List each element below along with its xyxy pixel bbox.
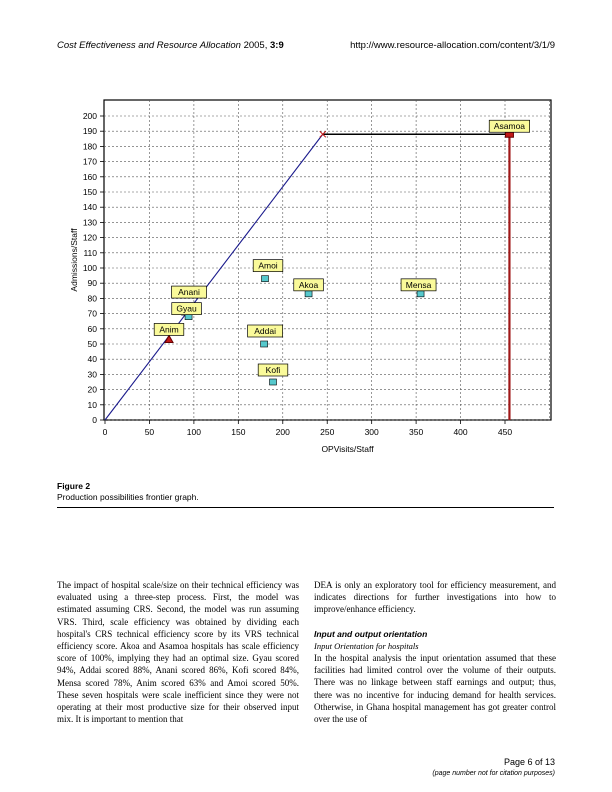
y-tick-label: 160: [83, 172, 97, 182]
data-point-label-box: [257, 363, 289, 377]
y-tick-label: 90: [88, 278, 98, 288]
y-tick-label: 30: [88, 369, 98, 379]
x-tick-label: 100: [187, 427, 201, 437]
page-number-note: (page number not for citation purposes): [432, 770, 555, 777]
data-point-label: Akoa: [299, 280, 319, 290]
x-tick-label: 400: [453, 427, 467, 437]
x-tick-label: 250: [320, 427, 334, 437]
y-tick-label: 120: [83, 233, 97, 243]
y-tick-label: 100: [83, 263, 97, 273]
x-tick-label: 0: [103, 427, 108, 437]
y-tick-label: 80: [88, 293, 98, 303]
data-point-label-box: [252, 259, 284, 272]
data-point-marker: [269, 378, 277, 386]
page-number: Page 6 of 13: [503, 757, 555, 767]
data-point-label: Amoi: [258, 261, 277, 271]
data-point-label: Gyau: [176, 304, 197, 314]
y-tick-label: 130: [83, 217, 97, 227]
y-tick-label: 20: [88, 385, 98, 395]
journal-name: Cost Effectiveness and Resource Allocati…: [57, 40, 241, 51]
data-point-label-box: [171, 302, 202, 315]
right-column: DEA is only an exploratory tool for effi…: [314, 579, 556, 725]
x-tick-label: 50: [145, 427, 155, 437]
y-tick-label: 150: [83, 187, 97, 197]
section-heading: Input and output orientation: [314, 628, 428, 639]
frontier-kink-marker: [319, 130, 327, 138]
y-tick-label: 70: [88, 309, 98, 319]
figure-divider: [57, 507, 554, 508]
data-point-label-box: [247, 324, 283, 338]
x-tick-label: 150: [231, 427, 245, 437]
data-point-label-box: [400, 278, 437, 292]
journal-url[interactable]: http://www.resource-allocation.com/conte…: [350, 40, 555, 51]
y-tick-label: 200: [83, 111, 97, 121]
data-point-label: Kofi: [266, 365, 281, 375]
journal-issue: 3:9: [270, 40, 284, 51]
data-point-marker: [416, 290, 425, 298]
data-point-label: Anani: [178, 287, 200, 297]
data-point-label: Asamoa: [494, 121, 525, 131]
data-point-label: Anim: [159, 324, 178, 334]
x-tick-label: 200: [276, 427, 290, 437]
frontier-line: [104, 133, 324, 421]
data-point-label-box: [293, 278, 324, 292]
data-point-label-box: [171, 285, 207, 299]
y-tick-label: 180: [83, 141, 97, 151]
journal-year-volume: 2005,: [243, 40, 270, 51]
x-tick-label: 450: [498, 427, 512, 437]
figure-label: Figure 2: [57, 481, 91, 491]
y-tick-label: 40: [88, 354, 98, 364]
body-paragraph: DEA is only an exploratory tool for effi…: [314, 580, 556, 615]
y-tick-label: 0: [92, 415, 97, 425]
y-tick-label: 110: [83, 248, 97, 258]
y-tick-label: 170: [83, 157, 97, 167]
data-point-marker: [260, 340, 268, 348]
x-tick-label: 350: [409, 427, 423, 437]
body-paragraph: In the hospital analysis the input orien…: [314, 653, 556, 725]
y-tick-label: 60: [88, 324, 98, 334]
figure-caption: Production possibilities frontier graph.: [57, 492, 199, 502]
data-point-marker: [164, 334, 174, 343]
y-tick-label: 50: [88, 339, 98, 349]
x-axis-label: OPVisits/Staff: [321, 444, 374, 454]
subsection-heading: Input Orientation for hospitals: [314, 640, 419, 651]
y-tick-label: 190: [83, 126, 97, 136]
data-point-marker: [304, 290, 313, 298]
body-paragraph: The impact of hospital scale/size on the…: [57, 580, 299, 725]
y-tick-label: 10: [88, 400, 98, 410]
data-point-label: Addai: [254, 326, 276, 336]
data-point-label: Mensa: [406, 280, 432, 290]
data-point-label-box: [488, 119, 530, 133]
y-axis-label: Admissions/Staff: [69, 228, 79, 292]
left-column: The impact of hospital scale/size on the…: [57, 579, 299, 725]
data-point-marker: [261, 275, 269, 282]
x-tick-label: 300: [365, 427, 379, 437]
y-tick-label: 140: [83, 202, 97, 212]
frontier-chart: 0 50 100 150 200 250 300 350 400 450 0 10 20 30 40 50 60…: [69, 99, 552, 454]
data-point-label-box: [153, 323, 185, 336]
journal-header: Cost Effectiveness and Resource Allocati…: [57, 40, 284, 51]
